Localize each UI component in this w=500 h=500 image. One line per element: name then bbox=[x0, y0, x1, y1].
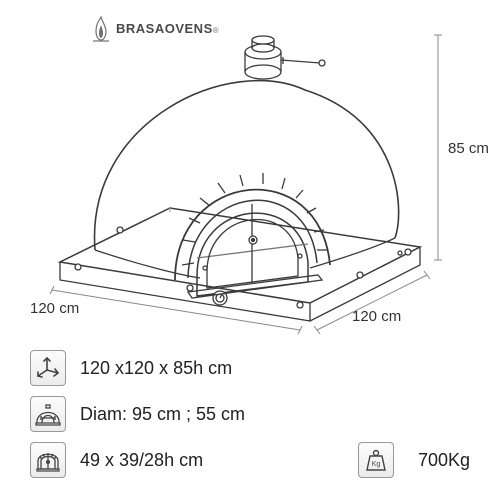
brand-logo: BRASAOVENS® bbox=[90, 15, 219, 43]
oven-front-icon bbox=[30, 396, 66, 432]
spec-row-diameter: Diam: 95 cm ; 55 cm bbox=[30, 396, 470, 432]
depth-label: 120 cm bbox=[30, 300, 79, 317]
spec-row-door: 49 x 39/28h cm Kg 700Kg bbox=[30, 442, 470, 478]
spec-door-text: 49 x 39/28h cm bbox=[80, 450, 203, 471]
flame-icon bbox=[90, 15, 112, 43]
oven-svg bbox=[0, 0, 500, 340]
height-label: 85 cm bbox=[448, 140, 489, 157]
weight-icon: Kg bbox=[358, 442, 394, 478]
svg-text:Kg: Kg bbox=[372, 461, 381, 468]
width-label: 120 cm bbox=[352, 308, 401, 325]
logo-brand-text: BRASAOVENS bbox=[116, 21, 213, 36]
spec-size-text: 120 x120 x 85h cm bbox=[80, 358, 232, 379]
spec-list: 120 x120 x 85h cm Diam: 95 cm ; 55 cm bbox=[30, 350, 470, 488]
spec-row-size: 120 x120 x 85h cm bbox=[30, 350, 470, 386]
door-icon bbox=[30, 442, 66, 478]
spec-weight-text: 700Kg bbox=[418, 450, 470, 471]
spec-diameter-text: Diam: 95 cm ; 55 cm bbox=[80, 404, 245, 425]
axes-icon bbox=[30, 350, 66, 386]
oven-diagram: BRASAOVENS® bbox=[0, 0, 500, 340]
